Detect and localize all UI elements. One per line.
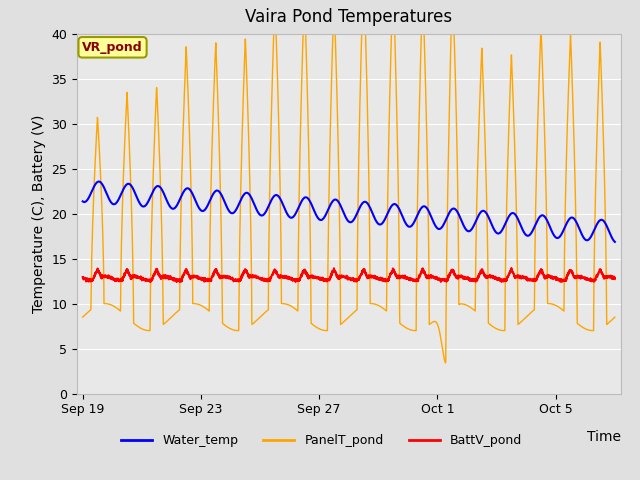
Title: Vaira Pond Temperatures: Vaira Pond Temperatures bbox=[245, 9, 452, 26]
Text: Time: Time bbox=[587, 430, 621, 444]
Legend: Water_temp, PanelT_pond, BattV_pond: Water_temp, PanelT_pond, BattV_pond bbox=[116, 429, 527, 452]
Y-axis label: Temperature (C), Battery (V): Temperature (C), Battery (V) bbox=[31, 114, 45, 313]
Text: VR_pond: VR_pond bbox=[82, 41, 143, 54]
